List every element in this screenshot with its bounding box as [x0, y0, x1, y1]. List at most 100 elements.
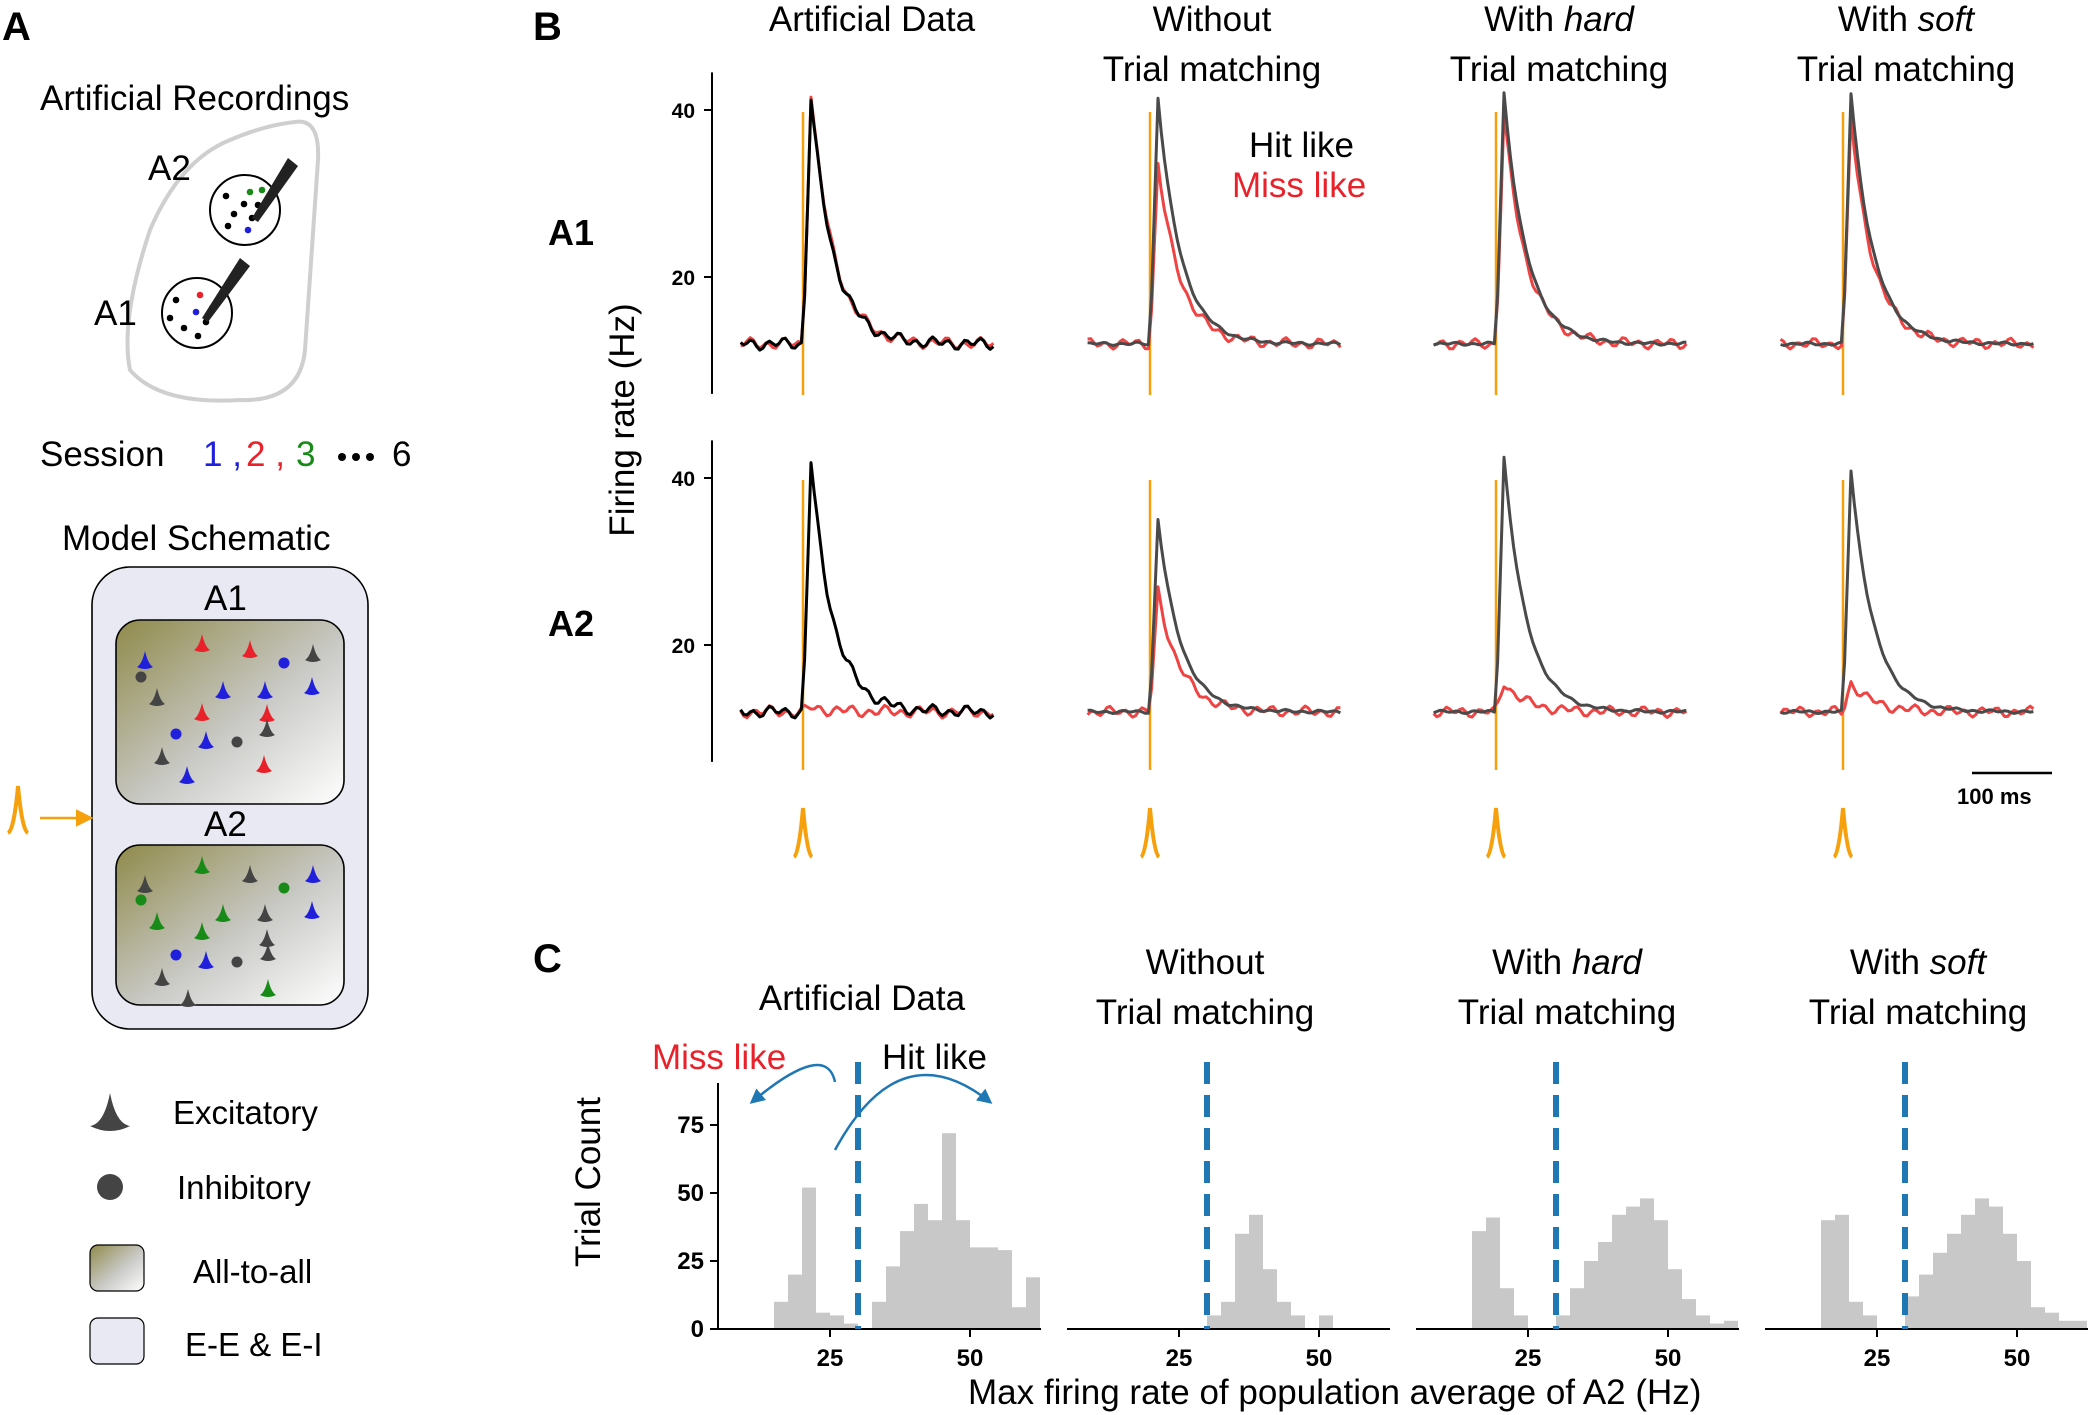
- x-tick-label: 25: [1864, 1345, 1891, 1372]
- excitatory-neuron-icon: [259, 929, 275, 947]
- miss-like-trace: [1086, 585, 1341, 719]
- b-title-1-line2: Trial matching: [1103, 50, 1322, 89]
- excitatory-neuron-icon: [304, 677, 320, 695]
- excitatory-neuron-icon: [149, 912, 165, 930]
- histogram-bar: [788, 1274, 802, 1329]
- area-a1-label: A1: [94, 294, 137, 333]
- y-tick-label: 20: [672, 635, 695, 658]
- model-a1-label: A1: [204, 579, 247, 618]
- model-a2-box: [115, 844, 345, 1006]
- histogram-bar: [2017, 1261, 2031, 1329]
- y-tick-label: 75: [677, 1112, 704, 1139]
- histogram-bar: [1724, 1320, 1738, 1329]
- inhibitory-neuron-icon: [135, 671, 147, 683]
- histogram-bar: [1933, 1252, 1947, 1329]
- histogram-bar: [1905, 1296, 1919, 1329]
- annotation-hit-like: Hit like: [882, 1038, 987, 1077]
- hit-like-trace: [1432, 91, 1687, 347]
- inhibitory-neuron-icon: [278, 657, 290, 669]
- c-title-3-line2: Trial matching: [1809, 993, 2028, 1032]
- histogram-bar: [1849, 1301, 1863, 1329]
- histogram-bar: [1012, 1307, 1026, 1329]
- histogram-bar: [1682, 1299, 1696, 1329]
- all-to-all-swatch: [89, 1244, 145, 1292]
- panel-c-ylabel: Trial Count: [569, 1097, 608, 1267]
- c-title-0-line1: Artificial Data: [759, 979, 966, 1018]
- histogram-bar: [1263, 1269, 1277, 1329]
- histogram-bar: [1277, 1301, 1291, 1329]
- histogram-bar: [1570, 1288, 1584, 1329]
- recording-site-a1: [161, 258, 250, 349]
- x-tick-label: 25: [1515, 1345, 1542, 1372]
- histogram-bar: [998, 1250, 1012, 1329]
- arrow-to-hit: [833, 1073, 993, 1151]
- excitatory-neuron-icon: [194, 703, 210, 721]
- y-tick-label: 0: [691, 1316, 704, 1343]
- histogram-bar: [1026, 1277, 1040, 1329]
- inhibitory-neuron-icon: [170, 949, 182, 961]
- legend-excitatory: Excitatory: [173, 1094, 318, 1131]
- histogram-bar: [1989, 1206, 2003, 1329]
- miss-like-trace: [740, 95, 995, 350]
- y-tick-label: 50: [677, 1180, 704, 1207]
- histogram-bar: [984, 1247, 998, 1329]
- b-title-2-line1: With hard: [1484, 0, 1635, 39]
- panel-b: B Artificial Data Without Trial matching Wi…: [533, 0, 2052, 859]
- panel-b-ylabel: Firing rate (Hz): [603, 303, 642, 536]
- excitatory-neuron-icon: [149, 688, 165, 706]
- x-tick-label: 50: [1655, 1345, 1682, 1372]
- histogram-bar: [1207, 1315, 1221, 1329]
- histogram-bar: [1975, 1198, 1989, 1329]
- histogram-bar: [942, 1133, 956, 1329]
- session-legend: Session 1 , 2 , 3 6: [40, 435, 411, 474]
- excitatory-neuron-icon: [154, 968, 170, 986]
- panel-b-axes: 40 20 40 20: [672, 72, 1854, 859]
- histogram-bar: [1961, 1214, 1975, 1329]
- histogram-bar: [1556, 1315, 1570, 1329]
- histogram-bar: [2003, 1233, 2017, 1329]
- panel-a: A Artificial Recordings A2 A1: [2, 5, 411, 1365]
- histogram-bar: [2059, 1320, 2073, 1329]
- excitatory-neuron-icon: [256, 755, 272, 773]
- histogram-bar: [970, 1247, 984, 1329]
- brain-outline: [125, 119, 321, 403]
- x-tick-label: 50: [1306, 1345, 1333, 1372]
- inhibitory-neuron-icon: [170, 728, 182, 740]
- stimulus-pulse-icon: [1485, 807, 1507, 859]
- histogram-bar: [900, 1231, 914, 1329]
- histogram-bar: [2031, 1307, 2045, 1329]
- histogram-bar: [816, 1312, 830, 1329]
- excitatory-neuron-icon: [198, 951, 214, 969]
- stimulus-pulse-icon: [6, 785, 30, 835]
- c-title-2-line1: With hard: [1492, 943, 1643, 982]
- panel-c-column-titles: Artificial Data Without Trial matching With…: [759, 943, 2027, 1032]
- panel-c-letter: C: [533, 937, 562, 981]
- histogram-bar: [1696, 1315, 1710, 1329]
- hit-like-trace: [1432, 455, 1687, 715]
- excitatory-neuron-icon: [259, 704, 275, 722]
- inhibitory-neuron-icon: [231, 956, 243, 968]
- x-tick-label: 50: [2004, 1345, 2031, 1372]
- histogram-bar: [956, 1220, 970, 1329]
- y-tick-label: 20: [672, 267, 695, 290]
- panel-b-letter: B: [533, 5, 562, 49]
- histogram-bar: [802, 1187, 816, 1329]
- excitatory-neuron-icon: [257, 681, 273, 699]
- legend-all-to-all: All-to-all: [193, 1253, 312, 1290]
- excitatory-neuron-icon: [260, 943, 276, 961]
- model-a2-label: A2: [204, 805, 247, 844]
- area-a2-label: A2: [148, 149, 191, 188]
- recording-site-a2: [209, 158, 298, 246]
- histogram-bar: [1919, 1274, 1933, 1329]
- electrode-icon: [252, 158, 298, 222]
- c-title-1-line2: Trial matching: [1096, 993, 1315, 1032]
- excitatory-neuron-icon: [179, 766, 195, 784]
- histogram-bar: [1235, 1233, 1249, 1329]
- y-tick-label: 25: [677, 1248, 704, 1275]
- model-a2-neurons: [135, 856, 321, 1007]
- hit-like-trace: [1780, 469, 2034, 715]
- model-a1-neurons: [135, 634, 321, 784]
- arrow-to-miss: [749, 1063, 837, 1104]
- histogram-bar: [914, 1203, 928, 1329]
